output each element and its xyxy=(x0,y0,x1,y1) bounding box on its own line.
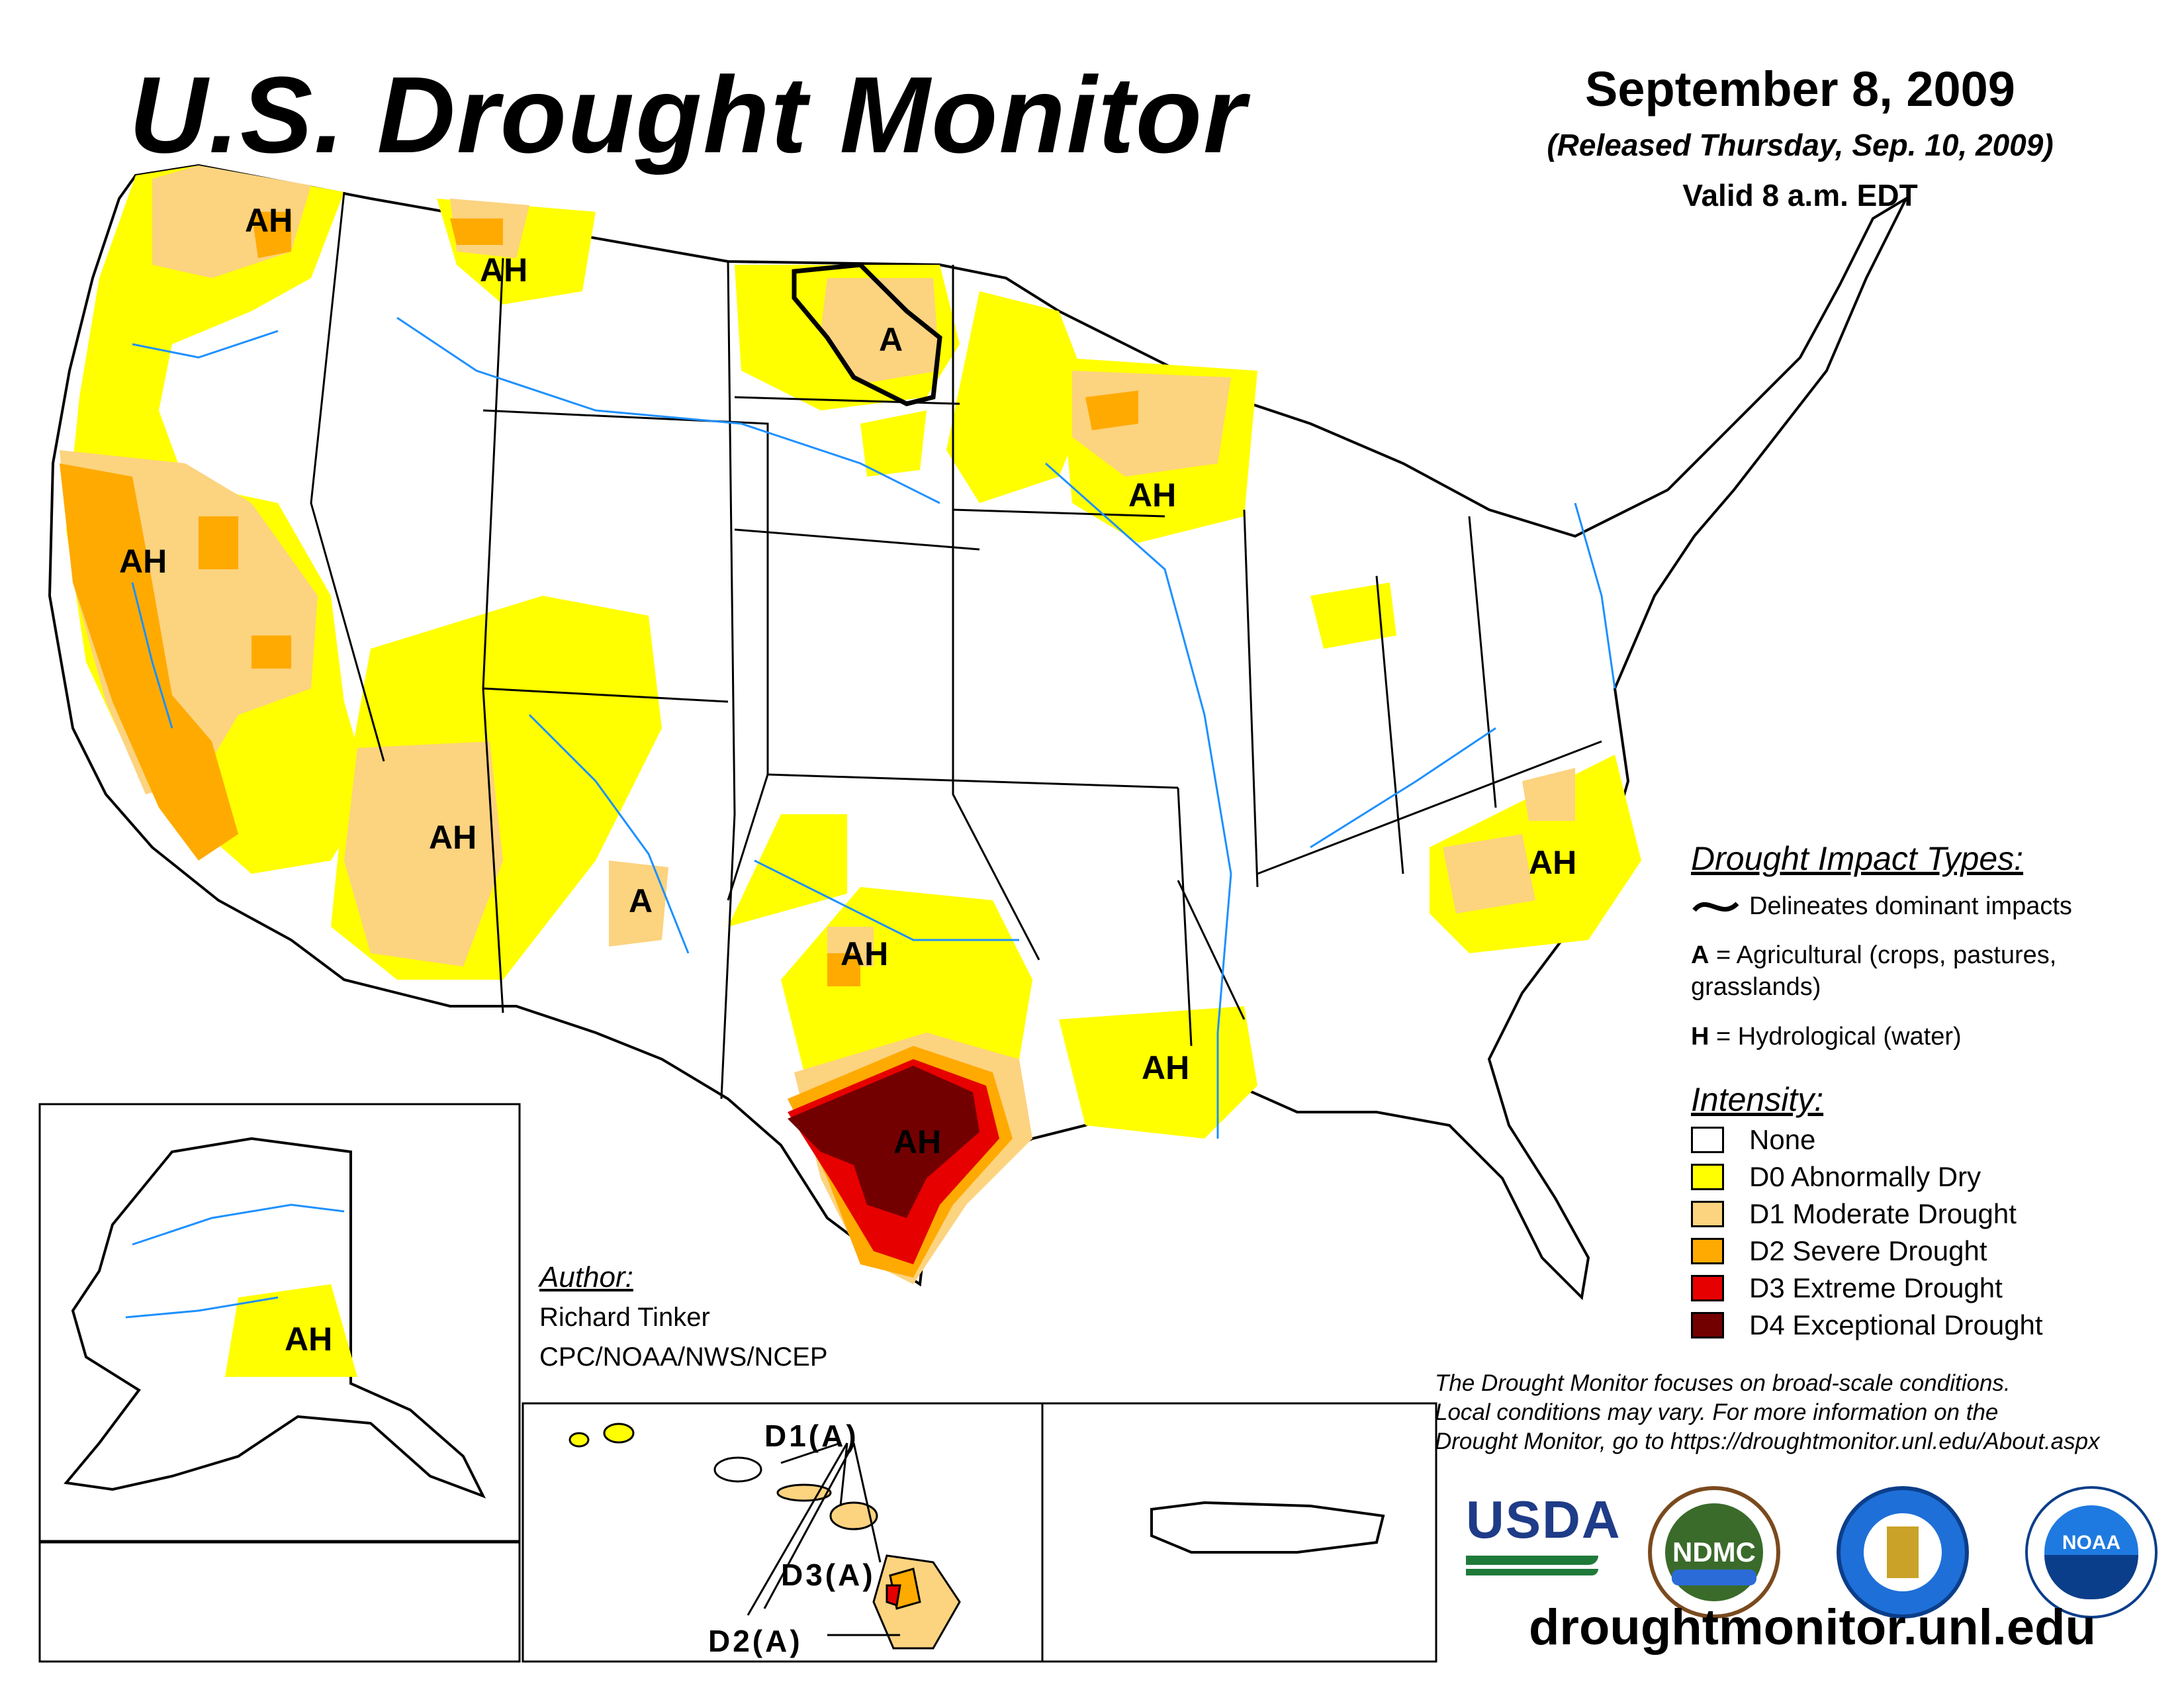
impact-a-desc2: grasslands) xyxy=(1691,973,1821,1001)
ndmc-logo-text: NDMC xyxy=(1672,1536,1756,1568)
label-hi-d3: D3(A) xyxy=(781,1558,876,1592)
label-tx: AH xyxy=(893,1123,941,1160)
label-hi-d2: D2(A) xyxy=(708,1624,803,1658)
impact-a-row: A = Agricultural (crops, pastures, xyxy=(1691,941,2056,970)
noaa-logo-text: NOAA xyxy=(2062,1532,2121,1554)
label-az: AH xyxy=(429,819,477,856)
note-line-1: The Drought Monitor focuses on broad-sca… xyxy=(1435,1370,2011,1396)
author-org: CPC/NOAA/NWS/NCEP xyxy=(539,1342,828,1372)
page-title: U.S. Drought Monitor xyxy=(129,54,1247,175)
impact-line-symbol xyxy=(1692,902,1739,912)
hawaii-inset xyxy=(522,1402,1044,1663)
impact-h-key: H xyxy=(1691,1023,1709,1051)
label-none: None xyxy=(1749,1124,1816,1155)
state-boundaries xyxy=(310,191,1602,1100)
label-ak: AH xyxy=(285,1321,332,1358)
label-d1: D1 Moderate Drought xyxy=(1749,1198,2017,1229)
noaa-logo: NOAA xyxy=(2025,1486,2158,1618)
label-d2: D2 Severe Drought xyxy=(1749,1235,1987,1266)
label-nm: A xyxy=(629,882,653,919)
swatch-d2 xyxy=(1691,1238,1724,1264)
website-url[interactable]: droughtmonitor.unl.edu xyxy=(1529,1599,2096,1656)
label-hi-d1: D1(A) xyxy=(764,1419,859,1453)
label-nd: A xyxy=(879,321,903,358)
swatch-d0 xyxy=(1691,1164,1724,1190)
usda-logo: USDA xyxy=(1466,1489,1621,1582)
ndmc-logo: NDMC xyxy=(1648,1486,1780,1618)
swatch-d1 xyxy=(1691,1201,1724,1227)
impact-labels: AH AH A AH AH AH A AH AH AH AH AH D1(A) … xyxy=(119,202,1576,1658)
impact-boundary-nd xyxy=(792,262,942,406)
release-date: (Released Thursday, Sep. 10, 2009) xyxy=(1547,128,2054,162)
swatch-d3 xyxy=(1691,1275,1724,1301)
label-wa: AH xyxy=(245,202,293,239)
impact-line-desc: Delineates dominant impacts xyxy=(1749,892,2072,920)
swatch-d4 xyxy=(1691,1312,1724,1338)
label-ok: AH xyxy=(841,935,888,972)
conus-outline xyxy=(48,164,1909,1301)
disclaimer-note: The Drought Monitor focuses on broad-sca… xyxy=(1435,1369,2176,1456)
label-nc: AH xyxy=(1529,844,1576,881)
valid-time: Valid 8 a.m. EDT xyxy=(1682,178,1918,212)
impact-legend-heading: Drought Impact Types: xyxy=(1691,840,2024,877)
label-wi: AH xyxy=(1128,477,1176,514)
impact-a-key: A xyxy=(1691,941,1709,969)
label-d4: D4 Exceptional Drought xyxy=(1749,1309,2043,1340)
swatch-none xyxy=(1691,1127,1724,1153)
note-line-2: Local conditions may vary. For more info… xyxy=(1435,1399,1999,1425)
map-date: September 8, 2009 xyxy=(1585,62,2015,117)
label-d0: D0 Abnormally Dry xyxy=(1749,1161,1981,1192)
label-mt: AH xyxy=(480,252,527,289)
impact-a-desc: = Agricultural (crops, pastures, xyxy=(1716,941,2057,969)
note-line-3: Drought Monitor, go to https://droughtmo… xyxy=(1435,1429,2100,1454)
d4-areas xyxy=(788,1066,979,1218)
label-la: AH xyxy=(1142,1049,1189,1086)
label-ca: AH xyxy=(119,543,167,580)
rivers xyxy=(131,316,1616,1139)
author-name: Richard Tinker xyxy=(539,1303,710,1332)
author-heading: Author: xyxy=(539,1261,633,1293)
impact-h-desc: = Hydrological (water) xyxy=(1716,1023,1962,1051)
label-d3: D3 Extreme Drought xyxy=(1749,1272,2003,1303)
puerto-rico-outline xyxy=(1150,1501,1385,1554)
impact-h-row: H = Hydrological (water) xyxy=(1691,1023,1962,1051)
intensity-legend-heading: Intensity: xyxy=(1691,1081,1824,1118)
commerce-logo xyxy=(1837,1486,1969,1618)
usda-logo-text: USDA xyxy=(1466,1490,1621,1549)
